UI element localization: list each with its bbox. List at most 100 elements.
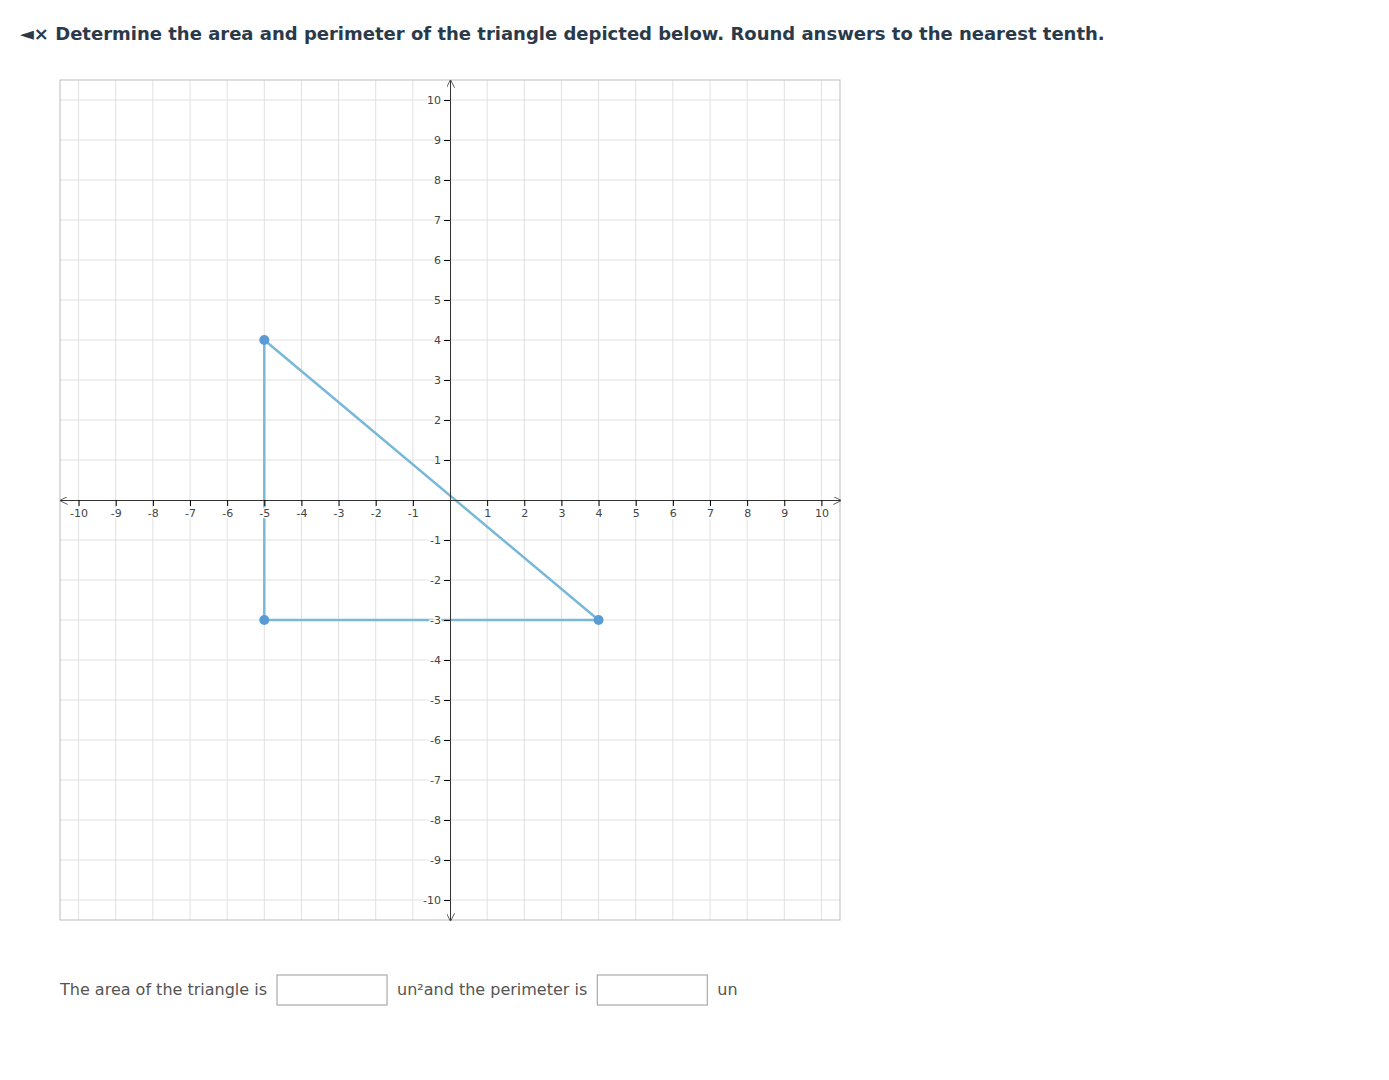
tick-mark	[673, 500, 674, 506]
tick-mark	[444, 700, 450, 701]
tick: -8	[148, 500, 159, 520]
tick-mark	[444, 460, 450, 461]
tick-label: -7	[430, 774, 441, 787]
tick-label: 8	[744, 507, 751, 520]
tick: -10	[70, 500, 88, 520]
tick-mark	[444, 380, 450, 381]
tick: -4	[430, 654, 450, 667]
tick-label: 4	[596, 507, 603, 520]
tick: 1	[484, 500, 491, 520]
tick-label: -7	[185, 507, 196, 520]
tick: -5	[430, 694, 450, 707]
vertex-dot	[259, 615, 269, 625]
tick-label: -5	[430, 694, 441, 707]
tick-mark	[444, 820, 450, 821]
tick: -2	[430, 574, 450, 587]
tick: 1	[434, 454, 450, 467]
vertex-dot	[259, 335, 269, 345]
tick-label: -5	[259, 507, 270, 520]
tick-mark	[444, 900, 450, 901]
tick: 5	[434, 294, 450, 307]
tick: 3	[434, 374, 450, 387]
tick-mark	[636, 500, 637, 506]
grid	[60, 80, 840, 920]
tick: -4	[296, 500, 307, 520]
tick: -5	[259, 500, 270, 520]
tick-mark	[153, 500, 154, 506]
tick: 4	[596, 500, 603, 520]
tick-mark	[444, 780, 450, 781]
tick-mark	[444, 620, 450, 621]
tick: 6	[670, 500, 677, 520]
tick-label: -8	[148, 507, 159, 520]
tick: -9	[430, 854, 450, 867]
tick: -7	[430, 774, 450, 787]
tick: 4	[434, 334, 450, 347]
tick-mark	[561, 500, 562, 506]
tick-mark	[376, 500, 377, 506]
tick-label: 5	[434, 294, 441, 307]
tick-mark	[710, 500, 711, 506]
tick-label: -4	[430, 654, 441, 667]
tick: 10	[815, 500, 829, 520]
tick-label: -6	[430, 734, 441, 747]
tick-label: -1	[430, 534, 441, 547]
tick-label: 7	[434, 214, 441, 227]
tick: 9	[781, 500, 788, 520]
tick-label: 2	[521, 507, 528, 520]
tick-mark	[444, 540, 450, 541]
tick-mark	[821, 500, 822, 506]
tick: 2	[434, 414, 450, 427]
triangle	[264, 340, 598, 620]
tick-mark	[444, 260, 450, 261]
tick-label: 9	[781, 507, 788, 520]
tick-mark	[301, 500, 302, 506]
tick-label: 6	[434, 254, 441, 267]
tick-label: 5	[633, 507, 640, 520]
tick-mark	[79, 500, 80, 506]
tick: -9	[111, 500, 122, 520]
tick-label: -3	[334, 507, 345, 520]
tick-label: -4	[296, 507, 307, 520]
tick-mark	[599, 500, 600, 506]
axis-line	[450, 81, 451, 921]
tick-mark	[444, 580, 450, 581]
answer-box[interactable]	[597, 975, 707, 1005]
tick-label: -10	[70, 507, 88, 520]
tick-mark	[444, 100, 450, 101]
tick-label: -6	[222, 507, 233, 520]
marks	[259, 335, 603, 625]
tick-label: 3	[558, 507, 565, 520]
tick-label: 7	[707, 507, 714, 520]
tick: 10	[427, 94, 450, 107]
tick: -1	[408, 500, 419, 520]
tick-mark	[487, 500, 488, 506]
tick-mark	[444, 660, 450, 661]
tick-label: 1	[434, 454, 441, 467]
tick: -3	[430, 614, 450, 627]
tick-label: -8	[430, 814, 441, 827]
tick-label: -9	[111, 507, 122, 520]
annotation: The area of the triangle is	[59, 980, 267, 999]
tick: 7	[707, 500, 714, 520]
vertex-dot	[594, 615, 604, 625]
y-axis: -10-9-8-7-6-5-4-3-2-112345678910	[423, 81, 450, 921]
answer-box[interactable]	[277, 975, 387, 1005]
annotation: un	[717, 980, 737, 999]
tick: 5	[633, 500, 640, 520]
tick-mark	[444, 140, 450, 141]
tick-label: 10	[815, 507, 829, 520]
tick-label: 10	[427, 94, 441, 107]
tick: 6	[434, 254, 450, 267]
tick-label: 6	[670, 507, 677, 520]
tick-mark	[339, 500, 340, 506]
tick-label: 2	[434, 414, 441, 427]
tick: 7	[434, 214, 450, 227]
tick-label: -2	[371, 507, 382, 520]
tick-mark	[444, 300, 450, 301]
tick: -8	[430, 814, 450, 827]
tick-mark	[444, 860, 450, 861]
annotation: un²and the perimeter is	[397, 980, 587, 999]
tick-label: -9	[430, 854, 441, 867]
tick-mark	[784, 500, 785, 506]
